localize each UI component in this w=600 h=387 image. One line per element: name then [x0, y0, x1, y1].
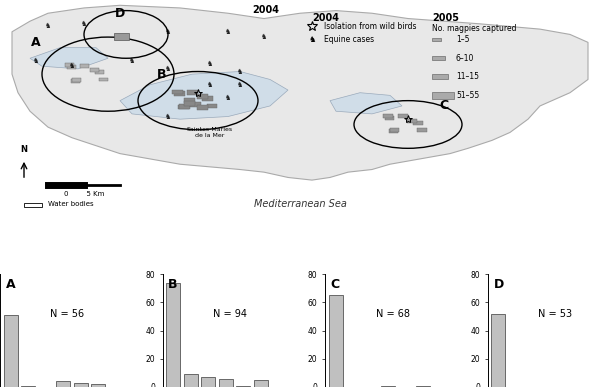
- Bar: [385, 116, 394, 120]
- Bar: [432, 38, 441, 41]
- Bar: [4, 315, 17, 387]
- Text: A: A: [5, 278, 15, 291]
- Bar: [65, 63, 74, 67]
- Text: ♞: ♞: [165, 29, 171, 35]
- Text: ♞: ♞: [207, 60, 213, 67]
- Text: D: D: [493, 278, 504, 291]
- Bar: [201, 377, 215, 387]
- Text: C: C: [331, 278, 340, 291]
- Bar: [432, 57, 445, 60]
- Bar: [202, 96, 213, 101]
- Polygon shape: [12, 5, 588, 180]
- Bar: [190, 102, 200, 107]
- Bar: [382, 385, 395, 387]
- Bar: [178, 104, 189, 110]
- Bar: [179, 104, 190, 109]
- Text: 6–10: 6–10: [456, 54, 475, 63]
- Bar: [67, 65, 76, 69]
- Bar: [71, 79, 80, 82]
- Bar: [72, 78, 81, 82]
- Bar: [21, 385, 35, 387]
- Bar: [416, 385, 430, 387]
- Text: ♞: ♞: [308, 35, 316, 44]
- Text: N = 56: N = 56: [50, 309, 85, 319]
- Bar: [383, 114, 392, 118]
- Text: ♞: ♞: [165, 66, 171, 72]
- Bar: [174, 91, 185, 96]
- Bar: [197, 105, 208, 110]
- Text: Saintes-Maries
de la Mer: Saintes-Maries de la Mer: [187, 127, 233, 138]
- Text: C: C: [439, 99, 449, 113]
- Text: ♞: ♞: [225, 29, 231, 35]
- Text: N = 94: N = 94: [213, 309, 247, 319]
- Bar: [432, 92, 454, 99]
- Bar: [236, 385, 250, 387]
- Bar: [172, 89, 183, 94]
- Text: ♞: ♞: [129, 58, 135, 64]
- Text: Isolation from wild birds: Isolation from wild birds: [324, 22, 416, 31]
- Bar: [218, 378, 233, 387]
- Bar: [184, 101, 194, 106]
- Bar: [254, 380, 268, 387]
- Text: N = 68: N = 68: [376, 309, 410, 319]
- Text: ♞: ♞: [261, 34, 267, 40]
- Bar: [24, 203, 42, 207]
- Bar: [95, 70, 104, 74]
- Text: N = 53: N = 53: [538, 309, 572, 319]
- Bar: [166, 283, 180, 387]
- Bar: [329, 295, 343, 387]
- Bar: [187, 90, 198, 95]
- Bar: [398, 114, 407, 118]
- Text: B: B: [168, 278, 178, 291]
- Text: ♞: ♞: [237, 68, 243, 75]
- Text: Equine cases: Equine cases: [324, 35, 374, 44]
- Bar: [206, 104, 217, 108]
- Text: ♞: ♞: [165, 113, 171, 120]
- Text: ♞: ♞: [237, 82, 243, 88]
- Bar: [413, 120, 422, 125]
- Bar: [407, 118, 417, 123]
- Bar: [80, 64, 89, 68]
- Bar: [389, 129, 398, 133]
- Polygon shape: [120, 72, 288, 119]
- Bar: [184, 98, 195, 103]
- Bar: [184, 374, 197, 387]
- Text: ♞: ♞: [81, 21, 87, 27]
- Text: Water bodies: Water bodies: [48, 202, 94, 207]
- Text: ♞: ♞: [207, 82, 213, 88]
- Bar: [90, 68, 99, 72]
- Bar: [491, 314, 505, 387]
- Text: 2004: 2004: [312, 13, 339, 23]
- Polygon shape: [30, 48, 108, 69]
- Text: 1–5: 1–5: [456, 35, 470, 44]
- Bar: [100, 77, 109, 82]
- Text: D: D: [115, 7, 125, 20]
- Text: ♞: ♞: [45, 24, 51, 29]
- Text: B: B: [157, 68, 167, 80]
- Bar: [56, 381, 70, 387]
- Text: ♞: ♞: [33, 58, 39, 64]
- Text: N: N: [20, 145, 28, 154]
- Bar: [114, 33, 129, 40]
- Text: 11–15: 11–15: [456, 72, 479, 81]
- Bar: [91, 384, 105, 387]
- Text: 0        5 Km: 0 5 Km: [64, 191, 104, 197]
- Text: 51–55: 51–55: [456, 91, 479, 100]
- Text: ♞: ♞: [69, 63, 75, 69]
- Text: 2004: 2004: [252, 5, 279, 15]
- Text: A: A: [31, 36, 41, 49]
- Text: 2005: 2005: [432, 13, 459, 23]
- Text: No. magpies captured: No. magpies captured: [432, 24, 517, 33]
- Polygon shape: [330, 93, 402, 114]
- Bar: [390, 128, 400, 132]
- Bar: [417, 128, 427, 132]
- Bar: [197, 94, 208, 99]
- Bar: [432, 74, 448, 79]
- Text: Mediterranean Sea: Mediterranean Sea: [254, 199, 346, 209]
- Bar: [74, 383, 88, 387]
- Text: ♞: ♞: [225, 95, 231, 101]
